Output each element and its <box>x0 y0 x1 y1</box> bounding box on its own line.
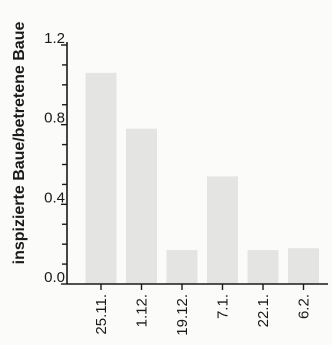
x-tick-label: 25.11. <box>93 294 110 335</box>
bar-1.12. <box>126 128 157 284</box>
y-tick-label: 0.0 <box>44 269 65 286</box>
y-tick-label: 0.8 <box>44 110 65 127</box>
y-tick-label: 0.4 <box>44 189 65 206</box>
x-tick-label: 22.1. <box>255 294 272 327</box>
bar-25.11. <box>85 72 117 285</box>
bar-7.1. <box>207 176 238 284</box>
y-axis-label: inspizierte Baue/betretene Baue <box>11 22 28 265</box>
x-tick-label: 6.2. <box>296 294 313 319</box>
x-tick-label: 1.12. <box>134 294 151 327</box>
y-tick-label: 1.2 <box>44 30 65 47</box>
bar-22.1. <box>247 250 279 284</box>
bar-6.2. <box>288 248 319 284</box>
x-tick-label: 7.1. <box>215 294 232 319</box>
bar-19.12. <box>166 250 198 284</box>
x-tick-label: 19.12. <box>174 294 191 336</box>
